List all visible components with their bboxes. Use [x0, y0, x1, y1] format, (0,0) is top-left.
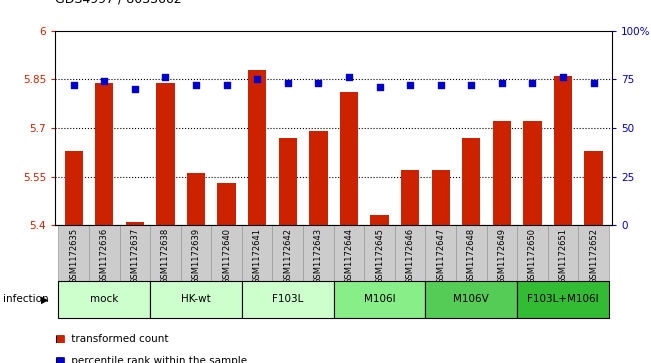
Point: [527, 80, 538, 86]
Bar: [303, 225, 333, 281]
Bar: [364, 225, 395, 281]
Bar: [279, 138, 297, 225]
Text: F103L: F103L: [272, 294, 303, 305]
Bar: [150, 225, 181, 281]
Text: F103L+M106I: F103L+M106I: [527, 294, 599, 305]
Bar: [517, 225, 547, 281]
Bar: [150, 281, 242, 318]
Text: mock: mock: [90, 294, 118, 305]
Text: GSM1172637: GSM1172637: [130, 228, 139, 284]
Text: GSM1172640: GSM1172640: [222, 228, 231, 284]
Bar: [585, 151, 603, 225]
Bar: [242, 225, 273, 281]
Text: M106V: M106V: [453, 294, 489, 305]
Bar: [89, 225, 120, 281]
Bar: [456, 225, 486, 281]
Point: [283, 80, 293, 86]
Text: GSM1172635: GSM1172635: [69, 228, 78, 284]
Bar: [309, 131, 327, 225]
Bar: [395, 225, 425, 281]
Bar: [212, 225, 242, 281]
Point: [497, 80, 507, 86]
Text: ■: ■: [55, 356, 65, 363]
Bar: [462, 138, 480, 225]
Point: [252, 77, 262, 82]
Bar: [59, 281, 150, 318]
Point: [374, 84, 385, 90]
Text: GDS4997 / 8033662: GDS4997 / 8033662: [55, 0, 182, 5]
Bar: [486, 225, 517, 281]
Bar: [120, 225, 150, 281]
Point: [558, 74, 568, 80]
Point: [221, 82, 232, 88]
Text: infection: infection: [3, 294, 49, 305]
Point: [68, 82, 79, 88]
Point: [405, 82, 415, 88]
Text: GSM1172638: GSM1172638: [161, 228, 170, 284]
Point: [344, 74, 354, 80]
Text: GSM1172636: GSM1172636: [100, 228, 109, 284]
Text: GSM1172648: GSM1172648: [467, 228, 476, 284]
Text: GSM1172642: GSM1172642: [283, 228, 292, 284]
Bar: [242, 281, 333, 318]
Point: [191, 82, 201, 88]
Text: GSM1172643: GSM1172643: [314, 228, 323, 284]
Point: [436, 82, 446, 88]
Text: GSM1172651: GSM1172651: [559, 228, 568, 284]
Bar: [333, 225, 364, 281]
Point: [99, 78, 109, 84]
Text: ■: ■: [55, 334, 65, 344]
Bar: [126, 222, 144, 225]
Bar: [156, 83, 174, 225]
Bar: [333, 281, 425, 318]
Bar: [370, 215, 389, 225]
Bar: [273, 225, 303, 281]
Bar: [340, 92, 358, 225]
Text: GSM1172652: GSM1172652: [589, 228, 598, 284]
Bar: [432, 170, 450, 225]
Bar: [59, 225, 89, 281]
Bar: [401, 170, 419, 225]
Text: GSM1172645: GSM1172645: [375, 228, 384, 284]
Text: GSM1172649: GSM1172649: [497, 228, 506, 284]
Text: GSM1172646: GSM1172646: [406, 228, 415, 284]
Text: GSM1172650: GSM1172650: [528, 228, 537, 284]
Bar: [64, 151, 83, 225]
Bar: [554, 76, 572, 225]
Point: [466, 82, 477, 88]
Text: ▶: ▶: [41, 294, 49, 305]
Bar: [217, 183, 236, 225]
Text: GSM1172639: GSM1172639: [191, 228, 201, 284]
Text: ■  transformed count: ■ transformed count: [55, 334, 169, 344]
Text: M106I: M106I: [364, 294, 395, 305]
Bar: [547, 225, 578, 281]
Text: HK-wt: HK-wt: [181, 294, 211, 305]
Point: [589, 80, 599, 86]
Bar: [95, 83, 113, 225]
Bar: [493, 122, 511, 225]
Text: GSM1172641: GSM1172641: [253, 228, 262, 284]
Bar: [248, 70, 266, 225]
Bar: [425, 225, 456, 281]
Bar: [425, 281, 517, 318]
Bar: [578, 225, 609, 281]
Text: ■  percentile rank within the sample: ■ percentile rank within the sample: [55, 356, 247, 363]
Bar: [181, 225, 212, 281]
Bar: [523, 122, 542, 225]
Point: [313, 80, 324, 86]
Bar: [187, 173, 205, 225]
Point: [130, 86, 140, 92]
Point: [160, 74, 171, 80]
Text: GSM1172644: GSM1172644: [344, 228, 353, 284]
Bar: [517, 281, 609, 318]
Text: GSM1172647: GSM1172647: [436, 228, 445, 284]
